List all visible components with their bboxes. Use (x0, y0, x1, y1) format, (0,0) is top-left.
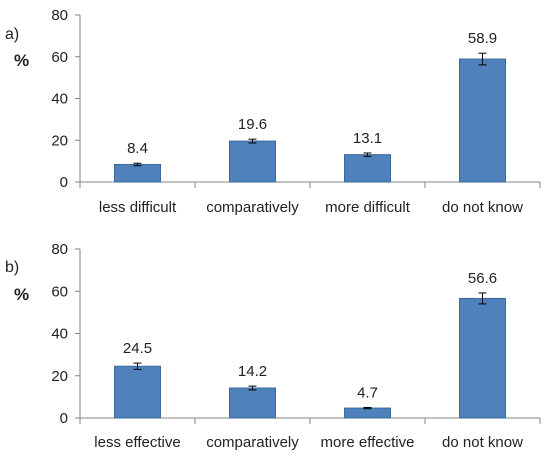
bar (459, 58, 506, 183)
data-label: 24.5 (123, 340, 152, 357)
data-label: 58.9 (468, 30, 497, 47)
y-tick-label: 20 (51, 368, 68, 385)
bar (229, 140, 276, 183)
y-tick-label: 60 (51, 283, 68, 300)
bar (229, 387, 276, 419)
chart-panel-a: a) % 0 20 40 60 80 8.4 less difficult 19.6 compa… (5, 7, 541, 216)
data-label: 19.6 (238, 116, 267, 133)
y-tick-label: 80 (51, 241, 68, 258)
bar (114, 365, 161, 419)
y-axis-label: % (14, 285, 29, 304)
plot-area: 0 20 40 60 80 24.5 less effective 14.2 comparati… (51, 241, 541, 451)
panel-label: b) (5, 259, 19, 276)
x-category-label: comparatively (206, 199, 299, 216)
chart-panel-b: b) % 0 20 40 60 80 24.5 less effective 14.2 comp… (5, 241, 541, 451)
data-label: 8.4 (127, 140, 148, 157)
x-category-label: less difficult (99, 199, 177, 216)
data-label: 56.6 (468, 270, 497, 287)
y-tick-label: 80 (51, 7, 68, 24)
x-category-label: comparatively (206, 434, 299, 451)
bar (344, 154, 391, 183)
data-label: 4.7 (357, 384, 378, 401)
y-axis-label: % (14, 51, 29, 70)
bar (459, 297, 506, 419)
panel-label: a) (5, 26, 19, 43)
y-tick-label: 40 (51, 91, 68, 108)
y-tick-label: 0 (60, 410, 68, 427)
x-category-label: less effective (94, 434, 180, 451)
x-category-label: more difficult (325, 199, 411, 216)
plot-area: 0 20 40 60 80 8.4 less difficult 19.6 comparativ… (51, 7, 541, 216)
y-tick-label: 60 (51, 49, 68, 66)
bar (344, 407, 391, 419)
y-tick-label: 0 (60, 174, 68, 191)
bar (114, 163, 161, 183)
x-category-label: more effective (321, 434, 415, 451)
x-category-label: do not know (442, 199, 523, 216)
data-label: 13.1 (353, 130, 382, 147)
x-category-label: do not know (442, 434, 523, 451)
y-tick-label: 20 (51, 132, 68, 149)
y-tick-label: 40 (51, 326, 68, 343)
data-label: 14.2 (238, 363, 267, 380)
